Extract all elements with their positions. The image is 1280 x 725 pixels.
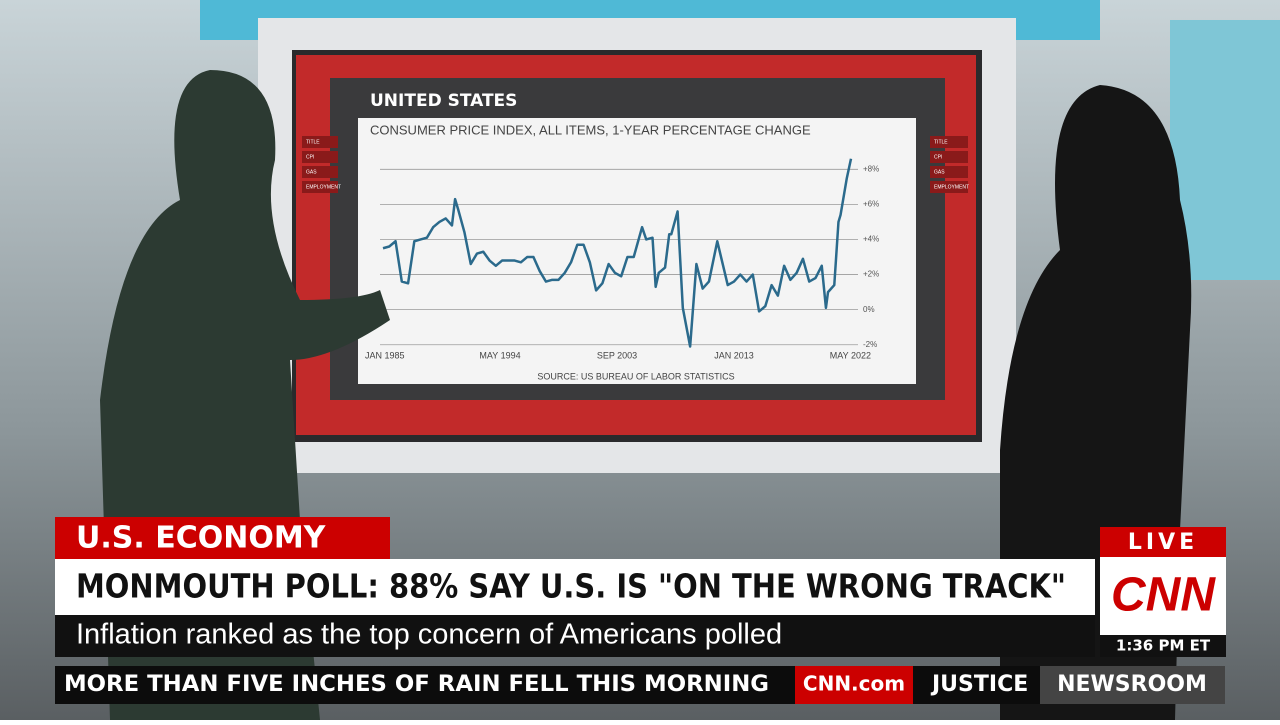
ticker-bar	[55, 666, 1225, 704]
chart-source: SOURCE: US BUREAU OF LABOR STATISTICS	[537, 371, 734, 381]
cpi-line	[382, 158, 853, 348]
tab	[930, 151, 968, 163]
time-box	[1100, 635, 1226, 657]
tab-label: EMPLOYMENT	[934, 184, 969, 190]
x-tick-label: SEP 2003	[597, 350, 637, 360]
tab-label: CPI	[934, 154, 942, 160]
tab	[302, 181, 338, 193]
tab-label: GAS	[934, 169, 945, 175]
tab	[930, 136, 968, 148]
country-label: UNITED STATES	[370, 91, 517, 111]
show: NEWSROOM	[1057, 672, 1207, 697]
tab	[302, 136, 338, 148]
headline: MONMOUTH POLL: 88% SAY U.S. IS "ON THE W…	[76, 567, 1066, 606]
x-tick-label: JAN 1985	[365, 350, 405, 360]
subline-box	[55, 615, 1095, 657]
topic: U.S. ECONOMY	[76, 521, 327, 556]
chart-title: CONSUMER PRICE INDEX, ALL ITEMS, 1-YEAR …	[370, 122, 811, 137]
tab-label: GAS	[306, 169, 317, 175]
tab-label: TITLE	[934, 139, 948, 145]
live-box	[1100, 527, 1226, 557]
topic-box	[55, 517, 390, 559]
live: LIVE	[1128, 530, 1198, 555]
tab	[302, 151, 338, 163]
logo: CNN	[1111, 569, 1216, 622]
x-tick-label: JAN 2013	[714, 350, 754, 360]
y-tick-label: +4%	[863, 235, 879, 244]
chart-card	[358, 118, 916, 384]
tab-label: CPI	[306, 154, 314, 160]
x-tick-label: MAY 1994	[479, 350, 520, 360]
tab	[302, 166, 338, 178]
x-tick-label: MAY 2022	[830, 350, 871, 360]
site-box	[795, 666, 913, 704]
y-tick-label: +6%	[863, 200, 879, 209]
studio-window	[1170, 20, 1280, 280]
ticker-next: JUSTICE	[930, 672, 1028, 697]
tab-label: EMPLOYMENT	[306, 184, 341, 190]
ticker-text: MORE THAN FIVE INCHES OF RAIN FELL THIS …	[64, 672, 769, 697]
site: CNN.com	[803, 672, 905, 696]
subline: Inflation ranked as the top concern of A…	[76, 619, 782, 651]
y-tick-label: +8%	[863, 164, 879, 173]
tab	[930, 166, 968, 178]
show-box	[1040, 666, 1225, 704]
y-tick-label: -2%	[863, 340, 877, 349]
y-tick-label: +2%	[863, 270, 879, 279]
tab	[930, 181, 968, 193]
logo-box	[1100, 557, 1226, 635]
tab-label: TITLE	[306, 139, 320, 145]
headline-box	[55, 559, 1095, 615]
y-tick-label: 0%	[863, 305, 875, 314]
time: 1:36 PM ET	[1116, 637, 1211, 655]
